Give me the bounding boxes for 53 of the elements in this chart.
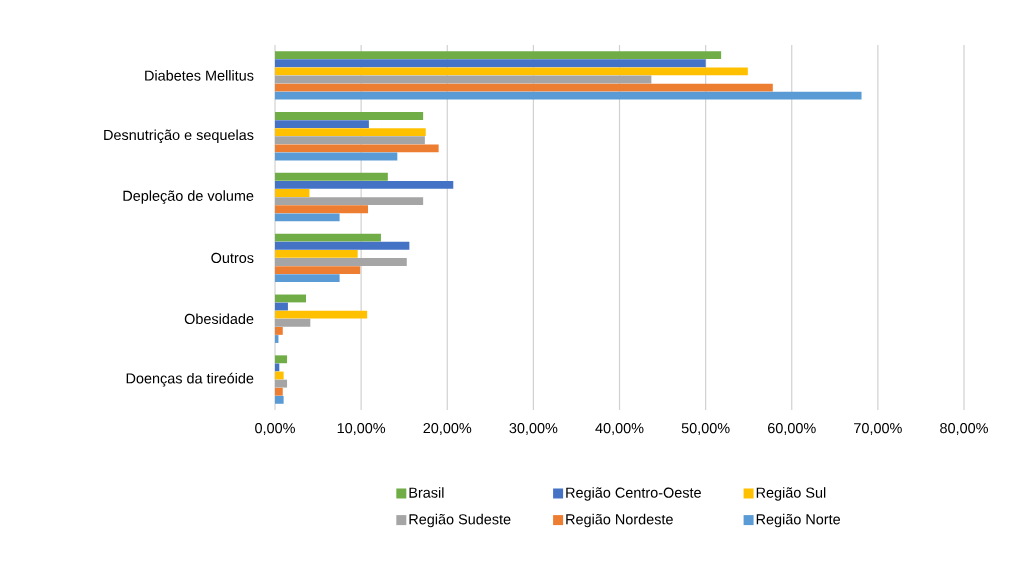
bar xyxy=(275,302,288,311)
bar xyxy=(275,213,340,222)
bar xyxy=(275,83,773,92)
bar xyxy=(275,363,280,372)
bar xyxy=(275,318,311,327)
bar xyxy=(275,197,424,206)
bar xyxy=(275,189,310,197)
bar xyxy=(275,144,439,153)
x-tick-label: 10,00% xyxy=(337,422,386,435)
legend-label: Região Sudeste xyxy=(409,513,511,528)
bar xyxy=(275,355,288,364)
y-tick-label: Depleção de volume xyxy=(123,190,254,204)
y-tick-label: Doenças da tireóide xyxy=(126,372,254,387)
x-tick-label: 50,00% xyxy=(681,422,730,435)
bar xyxy=(275,258,407,266)
bar xyxy=(275,112,424,120)
bar xyxy=(275,67,748,76)
bar xyxy=(275,379,288,388)
bar xyxy=(275,136,425,145)
bar xyxy=(275,266,361,275)
bar xyxy=(275,371,284,380)
y-tick-label: Desnutrição e sequelas xyxy=(104,129,254,143)
bar xyxy=(275,249,358,258)
bar xyxy=(275,310,368,319)
legend-label: Região Centro-Oeste xyxy=(566,487,701,501)
bar xyxy=(275,59,706,68)
bar xyxy=(275,387,283,396)
bar xyxy=(275,172,388,181)
bar xyxy=(275,120,369,128)
legend-label: Brasil xyxy=(409,487,444,498)
x-tick-label: 40,00% xyxy=(595,422,644,435)
y-tick-label: Obesidade xyxy=(184,313,254,325)
y-tick-label: Outros xyxy=(211,252,254,264)
bar xyxy=(275,205,369,214)
x-tick-label: 60,00% xyxy=(767,422,816,435)
y-tick-label: Diabetes Mellitus xyxy=(145,70,254,81)
bar xyxy=(275,274,340,283)
bar xyxy=(275,91,862,100)
x-tick-label: 0,00% xyxy=(255,422,295,435)
bar xyxy=(275,51,722,60)
legend-label: Região Norte xyxy=(756,513,841,528)
x-tick-label: 80,00% xyxy=(940,422,988,435)
bar xyxy=(275,233,381,242)
bar xyxy=(275,128,426,137)
bar xyxy=(275,395,284,404)
legend-label: Região Nordeste xyxy=(566,513,673,528)
x-tick-label: 20,00% xyxy=(423,422,472,435)
x-tick-label: 70,00% xyxy=(854,422,902,435)
x-tick-label: 30,00% xyxy=(509,422,558,435)
bar xyxy=(275,241,410,250)
legend-label: Região Sul xyxy=(756,487,826,501)
bar xyxy=(275,326,283,335)
bar xyxy=(275,180,454,189)
